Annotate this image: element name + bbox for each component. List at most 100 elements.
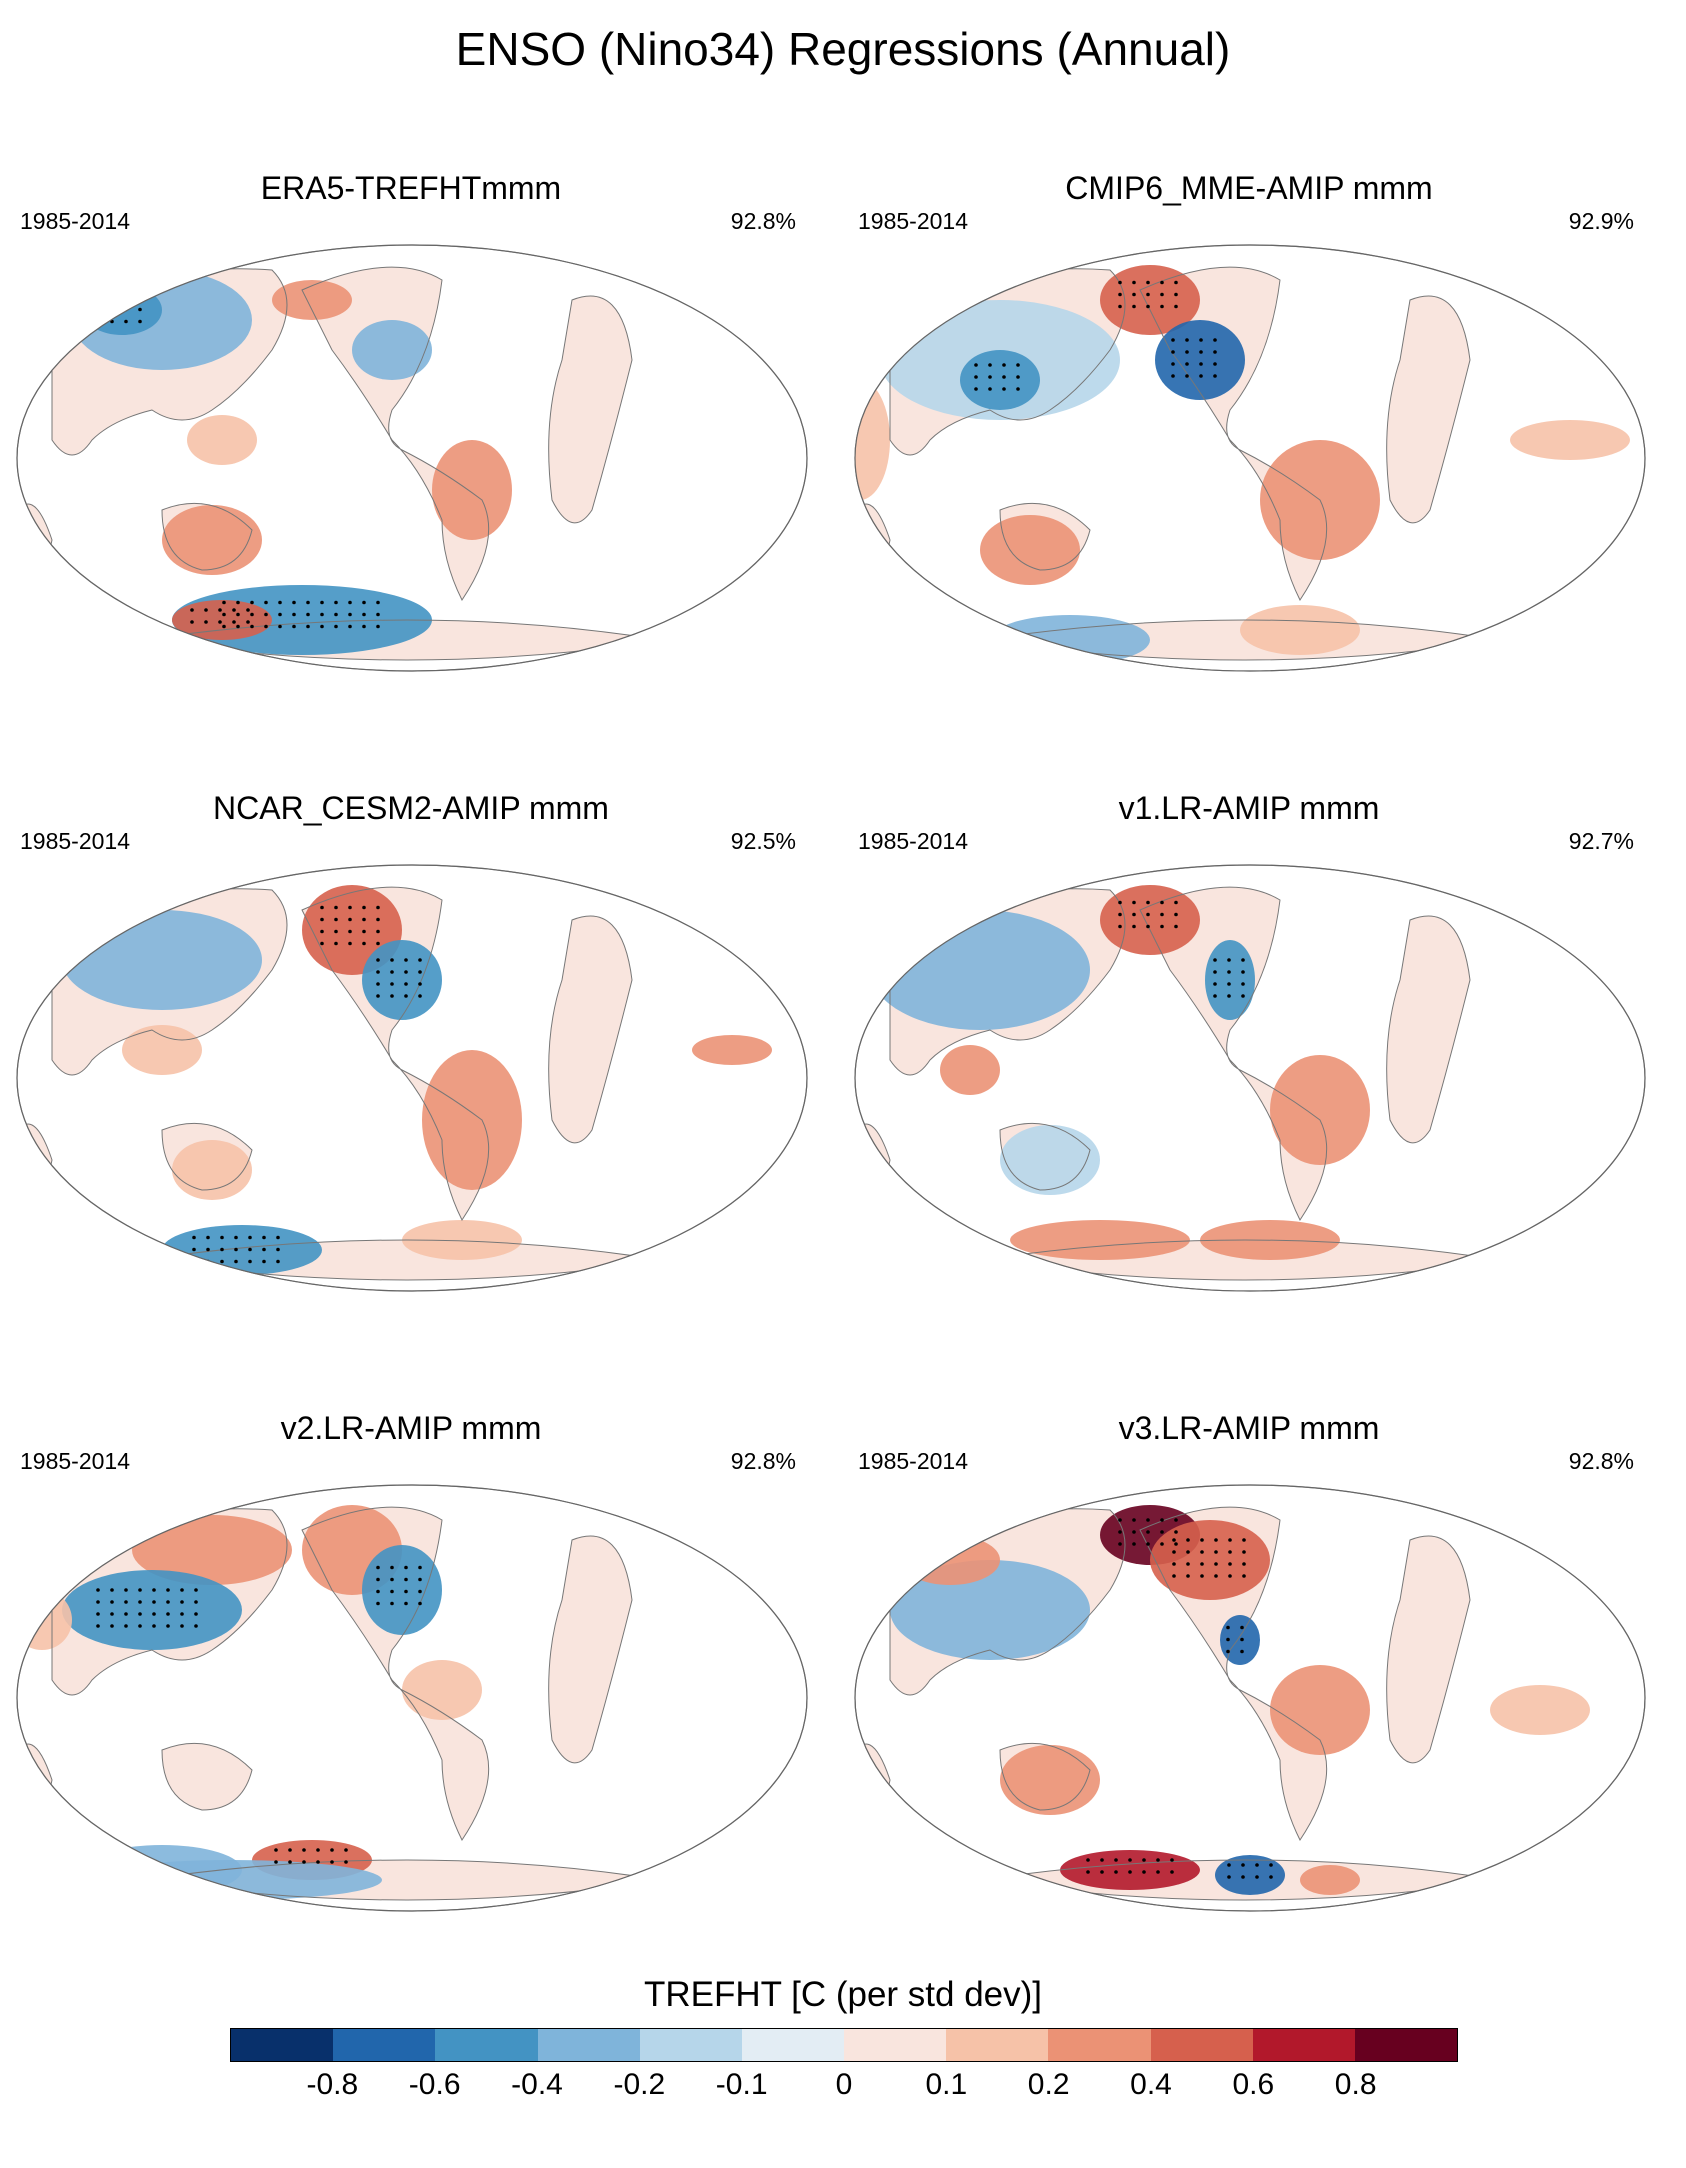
map-panel-ncar-cesm2: NCAR_CESM2-AMIP mmm 1985-2014 92.5%: [2, 790, 820, 1390]
significance-dot: [1227, 970, 1231, 974]
significance-dot: [194, 1600, 198, 1604]
coastline: [301, 1506, 490, 1841]
significance-dot: [376, 1577, 380, 1582]
significance-dot: [110, 1600, 114, 1604]
significance-dot: [1132, 1542, 1136, 1546]
anomaly-region: [132, 1515, 292, 1585]
significance-dot: [248, 1235, 252, 1240]
coastline: [1139, 1506, 1328, 1841]
significance-dot: [1171, 362, 1175, 366]
coastline: [548, 915, 633, 1144]
significance-dot: [320, 929, 324, 934]
significance-dot: [1174, 304, 1178, 309]
anomaly-region: [62, 1570, 242, 1650]
significance-dot: [1128, 1858, 1132, 1862]
significance-dot: [390, 1601, 394, 1606]
significance-dot: [1160, 292, 1164, 297]
colorbar-tick-label: 0.2: [1027, 2068, 1070, 2101]
significance-dot: [1114, 1870, 1118, 1874]
anomaly-region: [62, 910, 262, 1010]
land-mass: [548, 1536, 632, 1763]
coastline: [161, 502, 253, 571]
significance-dot: [206, 1247, 210, 1252]
significance-dot: [1226, 1649, 1230, 1654]
significance-dot: [1174, 1530, 1178, 1534]
significance-dot: [1100, 1870, 1104, 1874]
significance-dot: [124, 295, 128, 300]
significance-dot: [344, 1848, 348, 1852]
anomaly-region: [1155, 320, 1245, 400]
figure-title: ENSO (Nino34) Regressions (Annual): [455, 23, 1231, 75]
significance-dot: [1142, 1870, 1146, 1874]
significance-dot: [1118, 292, 1122, 297]
significance-dot: [1241, 958, 1245, 962]
anomaly-region: [1510, 420, 1630, 460]
map-border: [16, 864, 808, 1292]
significance-dot: [418, 982, 422, 986]
significance-dot: [988, 387, 992, 391]
significance-dot: [180, 1612, 184, 1616]
significance-dot: [292, 600, 296, 605]
significance-dot: [278, 624, 282, 629]
significance-dot: [1185, 362, 1189, 366]
significance-dot: [234, 1235, 238, 1240]
significance-dot: [288, 1848, 292, 1852]
panel-percentage: 92.8%: [730, 208, 796, 234]
significance-dot: [192, 1247, 196, 1252]
coastline: [301, 266, 490, 601]
land-mass: [1386, 296, 1470, 523]
significance-dot: [376, 1589, 380, 1594]
significance-dot: [96, 1588, 100, 1592]
significance-dot: [1171, 338, 1175, 342]
significance-dot: [250, 600, 254, 605]
significance-dot: [96, 1624, 100, 1628]
coastline: [1386, 295, 1471, 524]
significance-dot: [376, 970, 380, 974]
significance-dot: [306, 624, 310, 629]
significance-dot: [1132, 280, 1136, 285]
significance-dot: [390, 1589, 394, 1594]
significance-dot: [274, 1848, 278, 1852]
significance-dot: [362, 941, 366, 946]
significance-dot: [1213, 994, 1217, 998]
significance-dot: [1213, 374, 1217, 378]
colorbar-swatch: [844, 2029, 947, 2061]
colorbar-label: TREFHT [C (per std dev)]: [643, 1975, 1043, 2014]
anomaly-region: [162, 1225, 322, 1275]
significance-dot: [316, 1848, 320, 1852]
significance-dot: [110, 307, 114, 312]
anomaly-region: [692, 1035, 772, 1065]
colorbar-tick-label: 0: [835, 2068, 853, 2101]
colorbar-tick-label: -0.2: [613, 2068, 666, 2101]
colorbar-swatch: [1354, 2029, 1458, 2061]
colorbar-swatch: [1252, 2029, 1355, 2061]
colorbar-ticks: -0.8 -0.6 -0.4 -0.2 -0.1 0 0.1 0.2 0.4 0.6 0.8: [230, 2068, 1458, 2108]
significance-dot: [138, 1612, 142, 1616]
significance-dot: [1174, 900, 1178, 905]
colorbar-tick-label: -0.8: [306, 2068, 359, 2101]
significance-dot: [220, 1247, 224, 1252]
significance-dot: [222, 600, 226, 605]
panel-period: 1985-2014: [20, 828, 130, 854]
significance-dot: [320, 624, 324, 629]
land-mass: [1386, 1536, 1470, 1763]
significance-dot: [1255, 1863, 1259, 1867]
significance-dot: [194, 1588, 198, 1592]
significance-dot: [1118, 280, 1122, 285]
anomaly-region: [870, 910, 1090, 1030]
significance-dot: [96, 319, 100, 324]
significance-dot: [344, 1860, 348, 1864]
significance-dot: [1002, 375, 1006, 379]
significance-dot: [248, 1259, 252, 1264]
significance-dot: [204, 620, 208, 624]
significance-dot: [320, 917, 324, 922]
significance-dot: [250, 624, 254, 629]
significance-dot: [1185, 338, 1189, 342]
colorbar: [230, 2028, 1458, 2062]
significance-dot: [1241, 1875, 1245, 1879]
coastline: [1386, 915, 1471, 1144]
significance-dot: [1227, 982, 1231, 986]
significance-dot: [418, 958, 422, 962]
significance-dot: [1172, 1574, 1176, 1578]
anomaly-region: [422, 1050, 522, 1190]
